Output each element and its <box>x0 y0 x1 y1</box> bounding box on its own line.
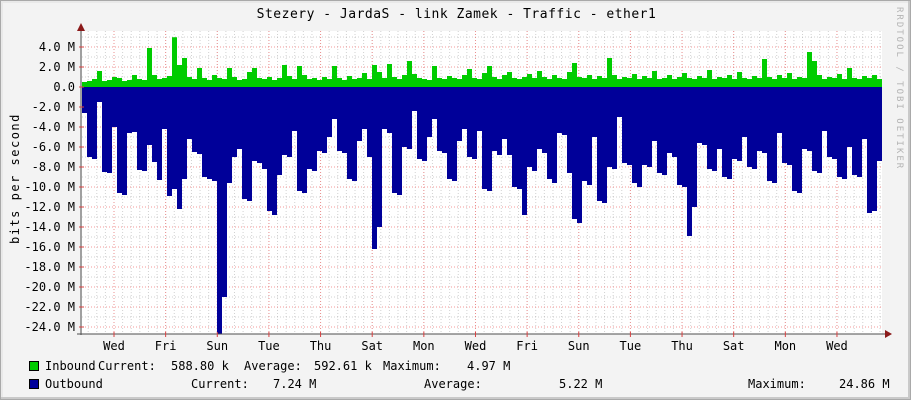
svg-text:Mon: Mon <box>413 339 435 353</box>
svg-text:-14.0 M: -14.0 M <box>24 220 75 234</box>
inbound-label: Inbound <box>45 359 96 373</box>
svg-text:-2.0 M: -2.0 M <box>32 100 75 114</box>
svg-text:Sun: Sun <box>206 339 228 353</box>
inbound-current-value: 588.80 k <box>171 359 229 373</box>
svg-text:Sun: Sun <box>568 339 590 353</box>
outbound-area <box>82 87 882 334</box>
svg-text:Wed: Wed <box>103 339 125 353</box>
y-axis-arrow-icon <box>77 23 85 31</box>
svg-text:Sat: Sat <box>723 339 745 353</box>
svg-text:Tue: Tue <box>620 339 642 353</box>
svg-text:-6.0 M: -6.0 M <box>32 140 75 154</box>
outbound-average-label: Average: <box>424 377 482 391</box>
svg-text:Wed: Wed <box>465 339 487 353</box>
svg-text:0.0: 0.0 <box>53 80 75 94</box>
svg-text:-20.0 M: -20.0 M <box>24 280 75 294</box>
inbound-swatch-icon <box>29 361 39 371</box>
svg-text:Thu: Thu <box>310 339 332 353</box>
svg-text:Fri: Fri <box>516 339 538 353</box>
x-axis-arrow-icon <box>885 330 892 338</box>
outbound-current-value: 7.24 M <box>273 377 317 391</box>
axis-ticks <box>79 46 838 337</box>
svg-text:-8.0 M: -8.0 M <box>32 160 75 174</box>
svg-text:-16.0 M: -16.0 M <box>24 240 75 254</box>
svg-text:-10.0 M: -10.0 M <box>24 180 75 194</box>
outbound-maximum-value: 24.86 M <box>839 377 890 391</box>
outbound-swatch-icon <box>29 379 39 389</box>
graph-title: Stezery - JardaS - link Zamek - Traffic … <box>256 7 657 22</box>
svg-text:-18.0 M: -18.0 M <box>24 260 75 274</box>
outbound-label: Outbound <box>45 377 103 391</box>
svg-text:Wed: Wed <box>826 339 848 353</box>
legend-row-outbound: Outbound Current: 7.24 M Average: 5.22 M… <box>1 377 910 393</box>
svg-text:-12.0 M: -12.0 M <box>24 200 75 214</box>
outbound-maximum-label: Maximum: <box>748 377 806 391</box>
inbound-area <box>82 37 882 87</box>
inbound-maximum-value: 4.97 M <box>467 359 511 373</box>
inbound-current-label: Current: <box>98 359 156 373</box>
svg-text:Mon: Mon <box>774 339 796 353</box>
legend-row-inbound: Inbound Current: 588.80 k Average: 592.6… <box>1 359 910 375</box>
y-tick-labels: 4.0 M 2.0 M 0.0 -2.0 M -4.0 M -6.0 M -8.0 M -10… <box>24 40 75 334</box>
outbound-average-value: 5.22 M <box>559 377 603 391</box>
svg-text:4.0 M: 4.0 M <box>39 40 75 54</box>
grid-major <box>82 31 882 334</box>
svg-text:2.0 M: 2.0 M <box>39 60 75 74</box>
inbound-maximum-label: Maximum: <box>383 359 441 373</box>
outbound-current-label: Current: <box>191 377 249 391</box>
svg-text:Sat: Sat <box>361 339 383 353</box>
svg-text:Tue: Tue <box>258 339 280 353</box>
inbound-average-value: 592.61 k <box>314 359 372 373</box>
svg-text:Thu: Thu <box>671 339 693 353</box>
svg-text:Fri: Fri <box>155 339 177 353</box>
svg-text:-22.0 M: -22.0 M <box>24 300 75 314</box>
svg-text:-4.0 M: -4.0 M <box>32 120 75 134</box>
inbound-average-label: Average: <box>244 359 302 373</box>
legend: Inbound Current: 588.80 k Average: 592.6… <box>1 357 910 397</box>
x-tick-labels: Wed Fri Sun Tue Thu Sat Mon Wed Fri Sun Tue Thu Sat M… <box>103 339 848 353</box>
svg-text:-24.0 M: -24.0 M <box>24 320 75 334</box>
